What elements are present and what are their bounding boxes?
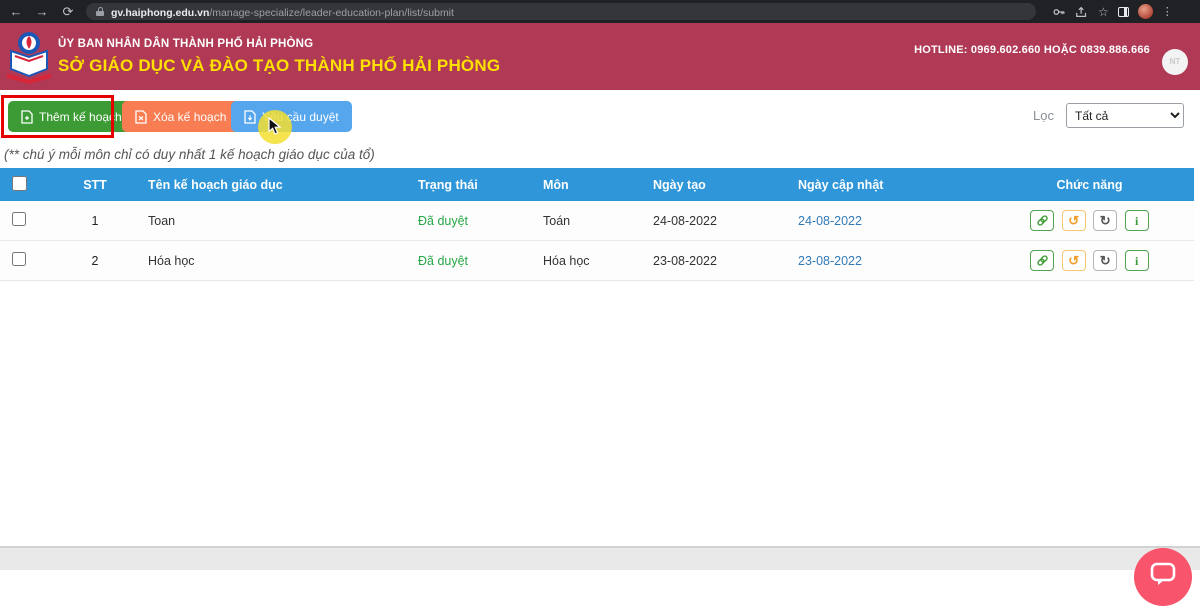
info-icon: i (1135, 213, 1139, 228)
lock-icon (96, 7, 104, 16)
url-host: gv.haiphong.edu.vn (111, 6, 210, 19)
browser-profile-avatar[interactable] (1137, 4, 1153, 19)
table-header-row: STT Tên kế hoạch giáo dục Trạng thái Môn… (0, 168, 1194, 201)
row-subject: Toán (543, 213, 571, 228)
row-status: Đã duyệt (418, 213, 469, 228)
filter-label: Lọc (1033, 108, 1054, 123)
col-header-updated: Ngày cập nhật (798, 177, 884, 192)
toolbar: Thêm kế hoạch Xóa kế hoạch Yêu cầu duyệt… (0, 90, 1200, 145)
select-all-checkbox[interactable] (12, 175, 27, 191)
delete-plan-button[interactable]: Xóa kế hoạch (122, 101, 240, 132)
row-plan-name: Hóa học (148, 253, 195, 268)
refresh-action-button[interactable]: ↻ (1093, 210, 1118, 231)
footer-strip (0, 546, 1200, 570)
row-checkbox[interactable] (12, 252, 26, 266)
info-action-button[interactable]: i (1124, 210, 1149, 231)
refresh-action-button[interactable]: ↻ (1093, 250, 1118, 271)
row-created-date: 23-08-2022 (653, 253, 717, 268)
bookmark-star-icon[interactable]: ☆ (1098, 4, 1109, 19)
side-panel-icon[interactable] (1117, 6, 1129, 17)
add-plan-button[interactable]: Thêm kế hoạch (8, 101, 135, 132)
row-status: Đã duyệt (418, 253, 469, 268)
request-approval-label: Yêu cầu duyệt (262, 109, 339, 124)
url-path: /manage-specialize/leader-education-plan… (209, 6, 454, 19)
note-text: (** chú ý mỗi môn chỉ có duy nhất 1 kế h… (4, 147, 375, 162)
table-row: 2 Hóa học Đã duyệt Hóa học 23-08-2022 23… (0, 241, 1194, 281)
share-icon[interactable] (1075, 5, 1089, 19)
info-action-button[interactable]: i (1124, 250, 1149, 271)
chat-widget-button[interactable] (1134, 548, 1192, 606)
forward-icon[interactable]: → (35, 4, 49, 19)
row-updated-link[interactable]: 24-08-2022 (798, 213, 862, 228)
row-subject: Hóa học (543, 253, 590, 268)
row-stt: 2 (91, 253, 99, 268)
plans-table: STT Tên kế hoạch giáo dục Trạng thái Môn… (0, 168, 1194, 281)
url-bar[interactable]: gv.haiphong.edu.vn/manage-specialize/lea… (86, 3, 1036, 20)
col-header-status: Trạng thái (418, 177, 478, 192)
link-action-button[interactable] (1030, 250, 1055, 271)
key-icon[interactable] (1052, 5, 1066, 19)
hotline-numbers: 0969.602.660 HOẶC 0839.886.666 (970, 43, 1150, 56)
user-avatar[interactable]: NT (1162, 48, 1188, 75)
row-plan-name: Toan (148, 213, 176, 228)
row-updated-link[interactable]: 23-08-2022 (798, 253, 862, 268)
request-approval-button[interactable]: Yêu cầu duyệt (231, 101, 352, 132)
history-action-button[interactable]: ↺ (1061, 250, 1086, 271)
history-icon: ↺ (1068, 213, 1080, 228)
col-header-actions: Chức năng (1056, 177, 1123, 192)
add-plan-label: Thêm kế hoạch (39, 109, 122, 124)
row-stt: 1 (91, 213, 99, 228)
history-action-button[interactable]: ↺ (1061, 210, 1086, 231)
document-plus-icon (21, 109, 33, 124)
org-name-line1: ỦY BAN NHÂN DÂN THÀNH PHỐ HẢI PHÒNG (58, 37, 314, 50)
link-action-button[interactable] (1030, 210, 1055, 231)
col-header-stt: STT (83, 177, 107, 192)
link-icon (1037, 255, 1048, 266)
history-icon: ↺ (1068, 253, 1080, 268)
row-created-date: 24-08-2022 (653, 213, 717, 228)
document-x-icon (135, 109, 147, 124)
refresh-icon: ↻ (1099, 253, 1111, 268)
org-name-line2: SỞ GIÁO DỤC VÀ ĐÀO TẠO THÀNH PHỐ HẢI PHÒ… (58, 55, 501, 75)
table-row: 1 Toan Đã duyệt Toán 24-08-2022 24-08-20… (0, 201, 1194, 241)
col-header-subject: Môn (543, 177, 569, 192)
col-header-created: Ngày tạo (653, 177, 706, 192)
site-header: ỦY BAN NHÂN DÂN THÀNH PHỐ HẢI PHÒNG SỞ G… (0, 23, 1200, 90)
browser-chrome: ← → ⟳ gv.haiphong.edu.vn/manage-speciali… (0, 0, 1200, 23)
link-icon (1037, 215, 1048, 226)
browser-menu-icon[interactable]: ⋮ (1161, 6, 1173, 18)
reload-icon[interactable]: ⟳ (62, 3, 74, 19)
back-icon[interactable]: ← (9, 4, 23, 19)
row-checkbox[interactable] (12, 212, 26, 226)
hotline-text: HOTLINE: 0969.602.660 HOẶC 0839.886.666 (914, 44, 1150, 56)
refresh-icon: ↻ (1099, 213, 1111, 228)
document-arrow-icon (244, 109, 256, 124)
col-header-name: Tên kế hoạch giáo dục (148, 177, 283, 192)
info-icon: i (1135, 253, 1139, 268)
delete-plan-label: Xóa kế hoạch (153, 109, 227, 124)
filter-select[interactable]: Tất cả (1066, 103, 1184, 128)
department-logo (7, 32, 51, 84)
chat-bubble-icon (1150, 562, 1176, 585)
hotline-label: HOTLINE: (914, 43, 968, 56)
